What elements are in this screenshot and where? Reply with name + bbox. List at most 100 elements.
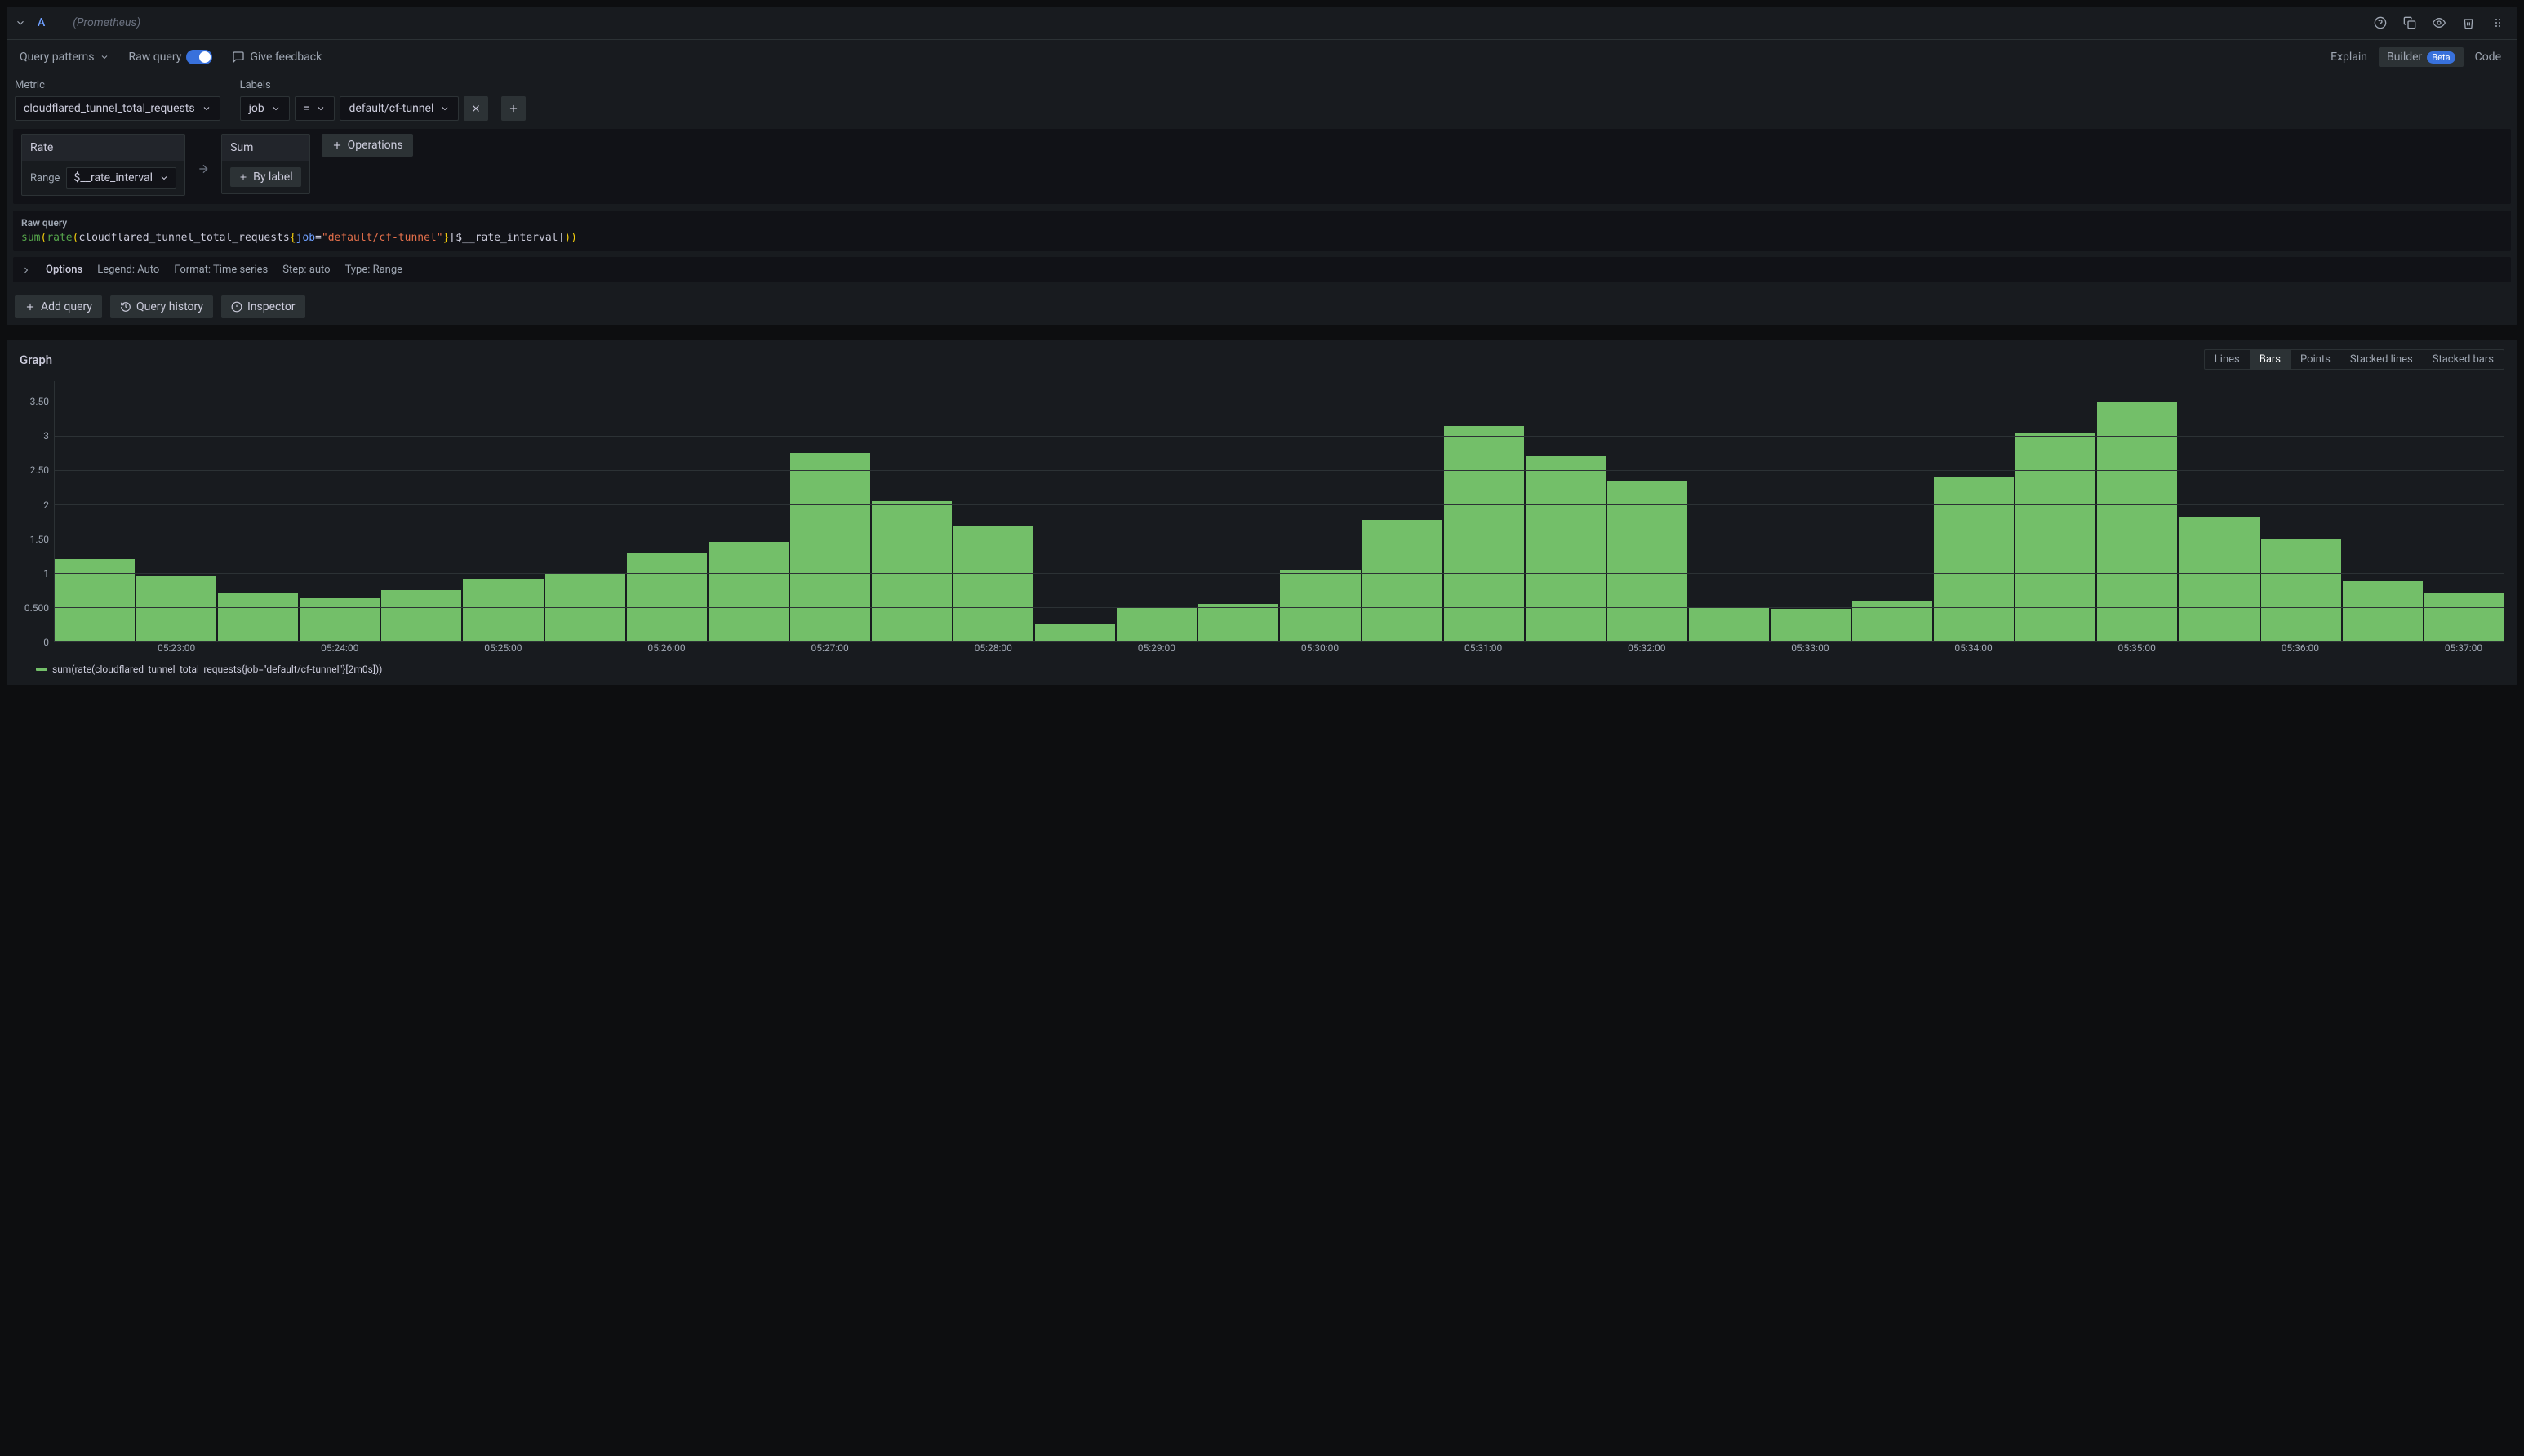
gridline <box>55 504 2504 505</box>
remove-label-button[interactable] <box>464 96 488 121</box>
chevron-down-icon <box>202 104 211 113</box>
raw-query-label: Raw query <box>129 51 182 64</box>
view-tab-stacked-bars[interactable]: Stacked bars <box>2423 350 2504 369</box>
bar <box>55 559 135 641</box>
bar <box>1934 477 2014 641</box>
raw-query-toggle[interactable]: Raw query <box>124 47 218 68</box>
metric-select[interactable]: cloudflared_tunnel_total_requests <box>15 96 220 121</box>
bar <box>381 590 461 641</box>
legend-text: sum(rate(cloudflared_tunnel_total_reques… <box>52 664 382 675</box>
label-op: = <box>304 102 310 115</box>
arrow-right-icon <box>197 154 210 175</box>
toggle-on-icon[interactable] <box>186 50 212 64</box>
copy-icon[interactable] <box>2398 11 2421 34</box>
label-value: default/cf-tunnel <box>349 102 433 115</box>
by-label-text: By label <box>253 171 293 184</box>
gridline <box>55 436 2504 437</box>
add-query-button[interactable]: Add query <box>15 295 102 318</box>
x-tick-label: 05:37:00 <box>2445 642 2482 654</box>
query-header: A (Prometheus) <box>7 7 2517 40</box>
labels-label: Labels <box>240 79 527 91</box>
view-tab-stacked-lines[interactable]: Stacked lines <box>2340 350 2423 369</box>
y-tick-label: 1.50 <box>30 534 49 545</box>
raw-query-code: sum(rate(cloudflared_tunnel_total_reques… <box>21 232 2503 244</box>
beta-badge: Beta <box>2427 51 2455 64</box>
builder-button[interactable]: Builder Beta <box>2379 47 2464 67</box>
tok-rate: rate <box>47 232 72 244</box>
builder-label: Builder <box>2387 51 2422 64</box>
explain-button[interactable]: Explain <box>2322 47 2375 67</box>
x-tick-label: 05:32:00 <box>1628 642 1665 654</box>
y-tick-label: 2.50 <box>30 464 49 476</box>
inspector-label: Inspector <box>247 300 296 313</box>
query-patterns-button[interactable]: Query patterns <box>15 47 114 67</box>
range-value: $__rate_interval <box>73 171 153 184</box>
x-tick-label: 05:27:00 <box>811 642 848 654</box>
bar <box>2097 402 2177 641</box>
x-tick-label: 05:25:00 <box>484 642 522 654</box>
range-select[interactable]: $__rate_interval <box>66 167 176 189</box>
options-type: Type: Range <box>345 264 402 276</box>
actions-row: Add query Query history Inspector <box>7 289 2517 325</box>
bar <box>218 593 298 641</box>
y-axis: 00.50011.5022.5033.50 <box>20 381 52 642</box>
label-value-select[interactable]: default/cf-tunnel <box>340 96 459 121</box>
view-tabs: LinesBarsPointsStacked linesStacked bars <box>2204 349 2504 370</box>
x-tick-label: 05:31:00 <box>1464 642 1502 654</box>
bar <box>627 553 707 641</box>
by-label-button[interactable]: By label <box>230 167 301 187</box>
eye-icon[interactable] <box>2428 11 2451 34</box>
feedback-button[interactable]: Give feedback <box>227 47 327 67</box>
operations-label: Operations <box>348 139 403 152</box>
x-tick-label: 05:29:00 <box>1138 642 1175 654</box>
query-panel: A (Prometheus) Query patterns Raw query … <box>7 7 2517 325</box>
rate-operation: Rate Range $__rate_interval <box>21 134 185 196</box>
sum-operation: Sum By label <box>221 134 310 194</box>
query-history-button[interactable]: Query history <box>110 295 213 318</box>
mode-switcher: Explain Builder Beta Code <box>2322 47 2509 67</box>
rate-header: Rate <box>22 135 184 161</box>
x-tick-label: 05:28:00 <box>975 642 1012 654</box>
bar <box>953 526 1033 641</box>
datasource-label: (Prometheus) <box>73 16 140 29</box>
gridline <box>55 607 2504 608</box>
collapse-icon[interactable] <box>15 17 26 29</box>
options-title: Options <box>46 264 82 276</box>
query-toolbar: Query patterns Raw query Give feedback E… <box>7 40 2517 74</box>
gridline <box>55 573 2504 574</box>
add-label-button[interactable] <box>501 96 526 121</box>
chevron-right-icon <box>21 265 31 275</box>
code-button[interactable]: Code <box>2467 47 2509 67</box>
y-tick-label: 1 <box>43 568 49 579</box>
chevron-down-icon <box>159 173 169 183</box>
bar <box>1362 520 1442 641</box>
add-operation-button[interactable]: Operations <box>322 134 413 157</box>
help-icon[interactable] <box>2369 11 2392 34</box>
feedback-label: Give feedback <box>250 51 322 64</box>
tok-sum: sum <box>21 232 40 244</box>
bar <box>1689 607 1769 641</box>
bar <box>1280 570 1360 641</box>
sum-header: Sum <box>222 135 309 161</box>
view-tab-lines[interactable]: Lines <box>2205 350 2250 369</box>
view-tab-points[interactable]: Points <box>2291 350 2340 369</box>
drag-handle-icon[interactable] <box>2486 11 2509 34</box>
inspector-button[interactable]: Inspector <box>221 295 305 318</box>
options-legend: Legend: Auto <box>97 264 159 276</box>
operations-row: Rate Range $__rate_interval Sum By label <box>13 129 2511 204</box>
label-op-select[interactable]: = <box>295 96 335 121</box>
view-tab-bars[interactable]: Bars <box>2250 350 2291 369</box>
bar <box>2424 593 2504 641</box>
y-tick-label: 0.500 <box>24 602 49 614</box>
x-tick-label: 05:34:00 <box>1954 642 1992 654</box>
graph-panel: Graph LinesBarsPointsStacked linesStacke… <box>7 340 2517 685</box>
x-tick-label: 05:36:00 <box>2282 642 2319 654</box>
options-row[interactable]: Options Legend: Auto Format: Time series… <box>13 257 2511 282</box>
raw-query-section: Raw query sum(rate(cloudflared_tunnel_to… <box>13 211 2511 251</box>
tok-val: "default/cf-tunnel" <box>322 232 443 244</box>
label-key-select[interactable]: job <box>240 96 290 121</box>
trash-icon[interactable] <box>2457 11 2480 34</box>
bar <box>463 579 543 641</box>
chart-container: 00.50011.5022.5033.50 05:23:0005:24:0005… <box>20 381 2504 659</box>
query-ref[interactable]: A <box>33 16 50 29</box>
